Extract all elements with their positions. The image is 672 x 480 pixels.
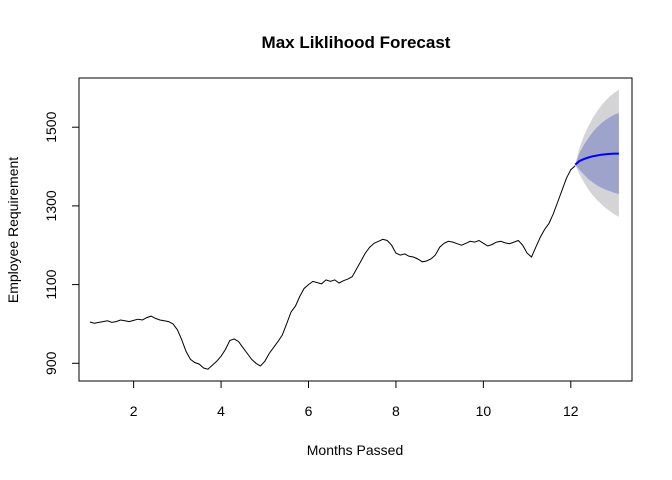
x-tick-label-12: 12 <box>563 403 579 419</box>
x-axis: 2 4 6 8 10 12 <box>130 380 579 419</box>
x-axis-label: Months Passed <box>307 442 404 458</box>
y-axis-label: Employee Requirement <box>5 157 21 303</box>
forecast-band-80 <box>575 113 619 195</box>
x-tick-label-6: 6 <box>305 403 313 419</box>
y-tick-label-1100: 1100 <box>43 269 59 299</box>
x-tick-label-2: 2 <box>130 403 138 419</box>
x-tick-label-10: 10 <box>476 403 492 419</box>
x-tick-label-4: 4 <box>217 403 225 419</box>
y-axis: 900 1100 1300 1500 <box>43 111 80 375</box>
chart-title: Max Liklihood Forecast <box>262 33 451 52</box>
x-tick-label-8: 8 <box>392 403 400 419</box>
forecast-mean <box>574 152 619 166</box>
y-tick-label-1300: 1300 <box>43 190 59 221</box>
y-tick-label-900: 900 <box>43 351 59 375</box>
y-tick-label-1500: 1500 <box>43 111 59 142</box>
series-lines <box>89 165 576 370</box>
series-line-0 <box>89 165 576 370</box>
forecast-band-80-area <box>575 113 619 195</box>
forecast-mean-line <box>574 152 619 166</box>
plot-frame <box>78 77 633 382</box>
